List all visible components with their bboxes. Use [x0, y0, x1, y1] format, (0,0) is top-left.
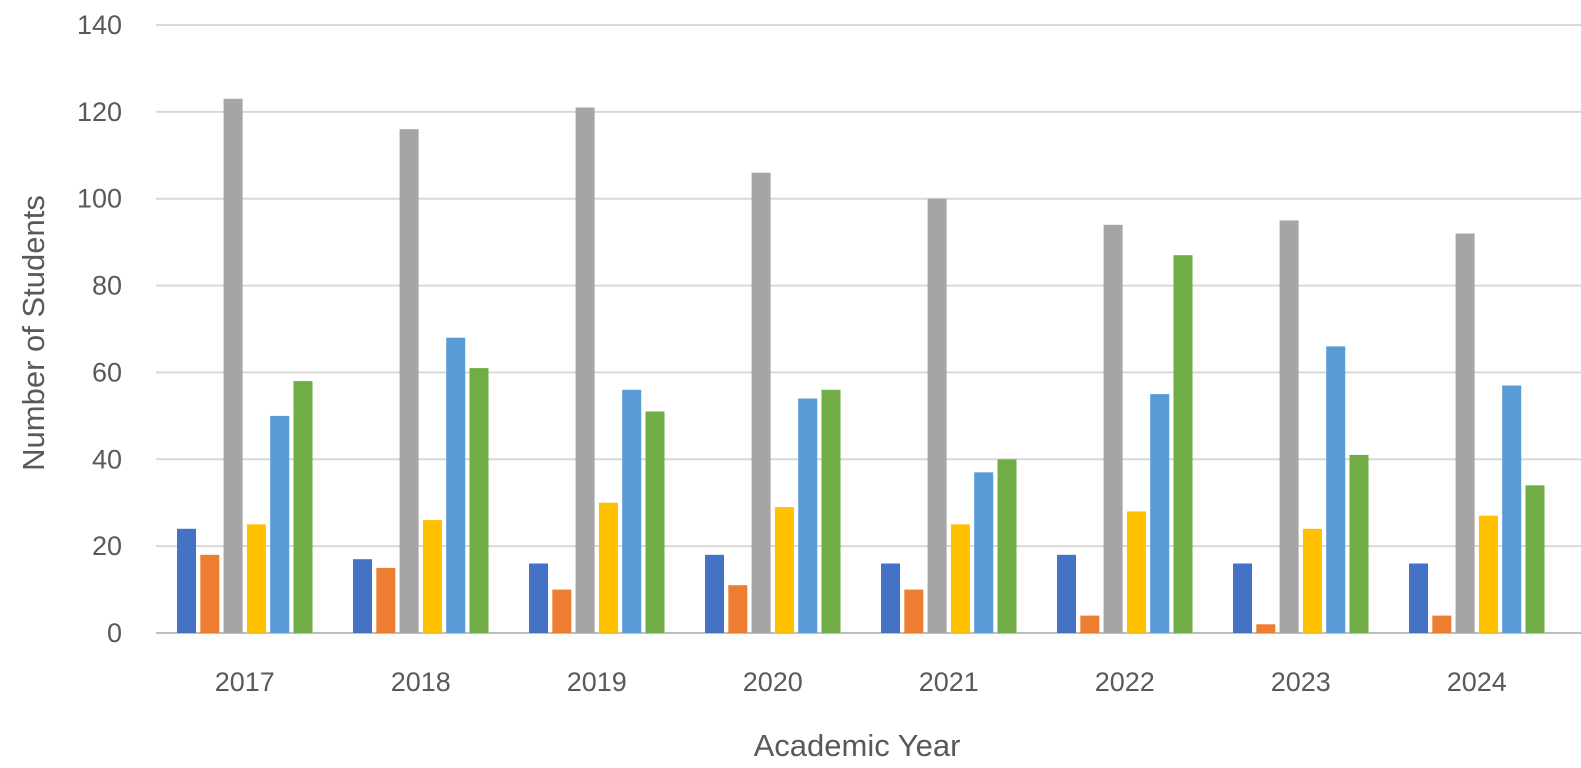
x-tick-label: 2017: [215, 667, 275, 697]
bar: [974, 472, 994, 633]
y-tick-label: 60: [92, 357, 122, 387]
y-tick-label: 0: [107, 618, 122, 648]
bar: [1349, 454, 1369, 633]
bar: [422, 520, 442, 633]
bar: [1326, 346, 1346, 633]
x-axis-title: Academic Year: [754, 728, 961, 763]
bar: [469, 368, 489, 633]
bar: [881, 563, 900, 633]
y-tick-label: 120: [77, 97, 122, 127]
bar: [1150, 394, 1170, 633]
bars: [177, 98, 1545, 634]
bar: [927, 198, 947, 633]
bar: [223, 98, 243, 634]
bar: [1080, 615, 1100, 633]
y-tick-label: 100: [77, 184, 122, 214]
bar: [246, 524, 266, 633]
x-tick-label: 2023: [1271, 667, 1331, 697]
bar: [728, 585, 748, 633]
bar: [293, 381, 313, 633]
bar: [1103, 224, 1123, 634]
x-tick-label: 2024: [1447, 667, 1507, 697]
bar: [270, 415, 290, 633]
bar: [622, 389, 642, 633]
bar: [1409, 563, 1428, 633]
bar: [997, 459, 1017, 633]
bar: [1455, 233, 1475, 633]
bar: [1525, 485, 1545, 633]
bar: [821, 389, 841, 633]
bar: [1126, 511, 1146, 633]
bar: [575, 107, 595, 633]
bar: [751, 172, 771, 633]
bar: [904, 589, 924, 633]
bar: [598, 502, 618, 633]
bar: [1279, 220, 1299, 633]
y-tick-labels: 0 20 40 60 80 100 120 140: [77, 10, 122, 648]
bar: [774, 507, 794, 633]
bar: [1478, 515, 1498, 633]
bar: [645, 411, 665, 633]
bar: [1173, 255, 1193, 633]
bar: [529, 563, 548, 633]
y-tick-label: 140: [77, 10, 122, 40]
x-tick-label: 2018: [391, 667, 451, 697]
bar: [1302, 528, 1322, 633]
bar: [1256, 624, 1276, 633]
bar: [446, 337, 466, 633]
bar: [1432, 615, 1452, 633]
y-tick-label: 80: [92, 271, 122, 301]
x-tick-label: 2020: [743, 667, 803, 697]
x-tick-label: 2021: [919, 667, 979, 697]
bar: [1233, 563, 1252, 633]
bar: [200, 554, 220, 633]
bar: [552, 589, 572, 633]
bar: [177, 528, 196, 633]
bar: [1057, 554, 1076, 633]
bar: [399, 129, 419, 633]
x-tick-label: 2019: [567, 667, 627, 697]
y-axis-title: Number of Students: [16, 195, 51, 471]
bar: [353, 559, 372, 633]
bar: [705, 554, 724, 633]
x-tick-labels: 2017 2018 2019 2020 2021 2022 2023 2024: [215, 667, 1507, 697]
bar: [798, 398, 818, 633]
bar: [376, 567, 396, 633]
x-tick-label: 2022: [1095, 667, 1155, 697]
gridlines: [156, 24, 1581, 634]
bar: [1502, 385, 1522, 633]
y-tick-label: 20: [92, 531, 122, 561]
y-tick-label: 40: [92, 444, 122, 474]
bar: [950, 524, 970, 633]
